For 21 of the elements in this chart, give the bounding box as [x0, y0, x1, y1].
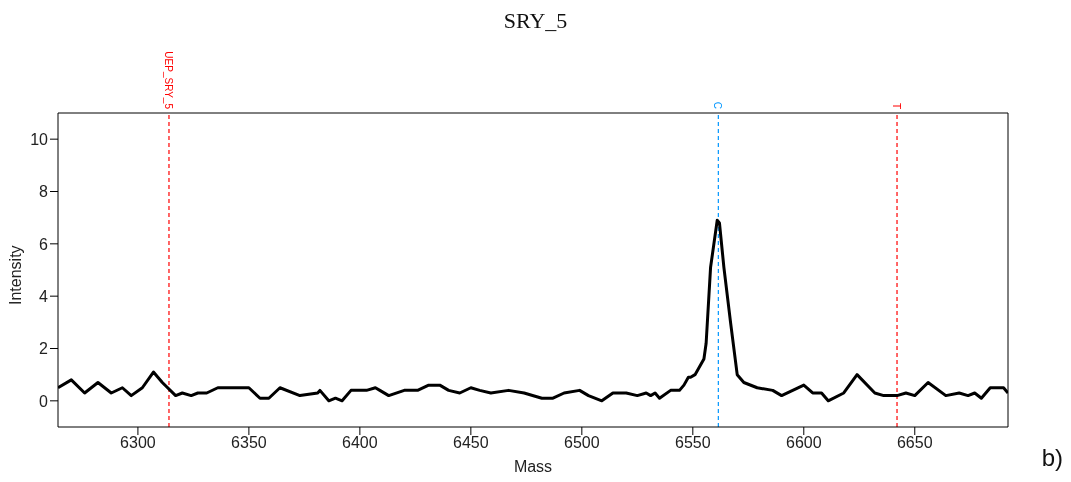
y-tick-label: 8	[39, 183, 49, 201]
y-tick-label: 6	[39, 235, 49, 253]
y-tick-label: 0	[39, 392, 49, 410]
x-tick-label: 6600	[786, 434, 822, 452]
x-tick-label: 6350	[231, 434, 267, 452]
x-tick-label: 6400	[342, 434, 378, 452]
x-tick-label: 6650	[896, 434, 933, 452]
y-tick-label: 4	[39, 287, 49, 305]
x-tick-label: 6300	[120, 434, 156, 452]
y-tick-label: 10	[30, 130, 49, 148]
x-tick-label: 6550	[675, 434, 711, 452]
y-axis-title: Intensity	[6, 245, 24, 305]
text: b)	[1041, 444, 1063, 472]
chart-title: SRY_5	[502, 8, 569, 34]
y-tick-label: 2	[39, 340, 49, 358]
x-tick-label: 6500	[564, 434, 600, 452]
x-axis-title: Mass	[513, 458, 553, 475]
ref-line-label: T	[891, 102, 903, 109]
ref-line-label: UEP_SRY_5	[162, 51, 174, 110]
ref-line-label: C	[712, 101, 724, 109]
x-tick-label: 6450	[453, 434, 489, 452]
